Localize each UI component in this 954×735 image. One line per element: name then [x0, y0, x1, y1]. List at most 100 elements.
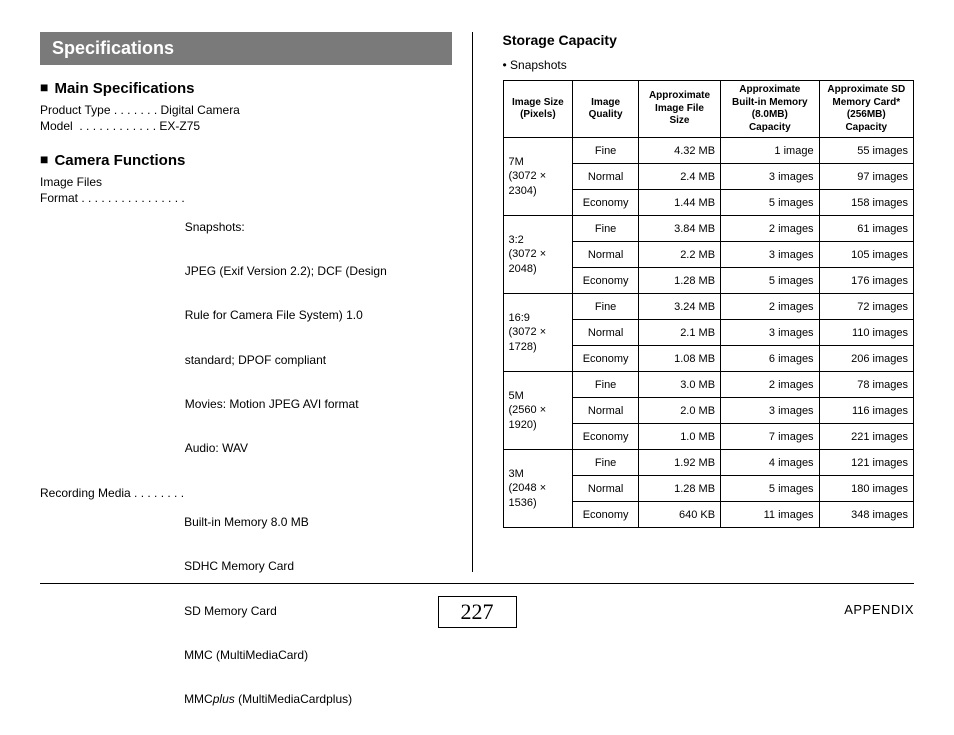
th-builtin-capacity: Approximate Built-in Memory (8.0MB) Capa… [721, 81, 820, 138]
main-spec-heading: Main Specifications [54, 80, 194, 97]
cell-file-size: 2.1 MB [638, 320, 720, 346]
camera-functions-heading: Camera Functions [54, 152, 185, 169]
section-camera-functions: ■ Camera Functions [40, 151, 452, 169]
cell-image-size: 7M (3072 × 2304) [503, 138, 573, 216]
cell-sd: 176 images [819, 268, 913, 294]
cell-file-size: 1.28 MB [638, 268, 720, 294]
format-label: Format . . . . . . . . . . . . . . . . [40, 191, 185, 484]
th-sd-capacity: Approximate SD Memory Card* (256MB) Capa… [819, 81, 913, 138]
cell-quality: Economy [573, 502, 639, 528]
cell-builtin: 3 images [721, 242, 820, 268]
image-files-label: Image Files [40, 175, 452, 189]
mmcplus-a: MMC [184, 692, 213, 706]
square-bullet-icon: ■ [40, 151, 48, 167]
cell-builtin: 5 images [721, 190, 820, 216]
cell-builtin: 11 images [721, 502, 820, 528]
cell-builtin: 5 images [721, 476, 820, 502]
cell-sd: 116 images [819, 398, 913, 424]
cell-builtin: 5 images [721, 268, 820, 294]
capacity-table: Image Size (Pixels) Image Quality Approx… [503, 80, 915, 528]
cell-quality: Fine [573, 372, 639, 398]
cell-file-size: 2.4 MB [638, 164, 720, 190]
cell-file-size: 1.28 MB [638, 476, 720, 502]
spec-model: Model . . . . . . . . . . . . EX-Z75 [40, 119, 452, 133]
cell-builtin: 2 images [721, 216, 820, 242]
cell-image-size: 3M (2048 × 1536) [503, 450, 573, 528]
cell-builtin: 2 images [721, 372, 820, 398]
cell-sd: 105 images [819, 242, 913, 268]
format-line: Snapshots: [185, 219, 387, 235]
cell-file-size: 1.0 MB [638, 424, 720, 450]
cell-sd: 78 images [819, 372, 913, 398]
footer-divider [40, 583, 914, 584]
format-line: Movies: Motion JPEG AVI format [185, 396, 387, 412]
spec-product-type: Product Type . . . . . . . Digital Camer… [40, 103, 452, 117]
th-file-size: Approximate Image File Size [638, 81, 720, 138]
cell-quality: Fine [573, 138, 639, 164]
cell-sd: 110 images [819, 320, 913, 346]
right-column: Storage Capacity • Snapshots Image Size … [503, 32, 915, 572]
cell-image-size: 16:9 (3072 × 1728) [503, 294, 573, 372]
cell-quality: Economy [573, 346, 639, 372]
cell-sd: 72 images [819, 294, 913, 320]
cell-file-size: 2.2 MB [638, 242, 720, 268]
cell-builtin: 3 images [721, 320, 820, 346]
table-row: 5M (2560 × 1920)Fine3.0 MB2 images78 ima… [503, 372, 914, 398]
cell-quality: Fine [573, 216, 639, 242]
page-number: 227 [438, 596, 517, 628]
cell-quality: Normal [573, 398, 639, 424]
format-values: Snapshots: JPEG (Exif Version 2.2); DCF … [185, 191, 387, 484]
cell-file-size: 2.0 MB [638, 398, 720, 424]
cell-builtin: 2 images [721, 294, 820, 320]
section-main-specifications: ■Main Specifications [40, 79, 452, 97]
cell-file-size: 3.24 MB [638, 294, 720, 320]
left-column: Specifications ■Main Specifications Prod… [40, 32, 473, 572]
cell-sd: 221 images [819, 424, 913, 450]
table-row: 16:9 (3072 × 1728)Fine3.24 MB2 images72 … [503, 294, 914, 320]
cell-file-size: 1.92 MB [638, 450, 720, 476]
cell-sd: 61 images [819, 216, 913, 242]
cell-builtin: 3 images [721, 164, 820, 190]
page-footer: 227 APPENDIX [40, 583, 914, 628]
format-line: Rule for Camera File System) 1.0 [185, 307, 387, 323]
cell-sd: 180 images [819, 476, 913, 502]
cell-sd: 206 images [819, 346, 913, 372]
cell-quality: Normal [573, 242, 639, 268]
recmedia-line: MMC (MultiMediaCard) [184, 647, 352, 663]
cell-file-size: 3.0 MB [638, 372, 720, 398]
cell-quality: Fine [573, 450, 639, 476]
cell-quality: Normal [573, 476, 639, 502]
mmcplus-b: plus [213, 692, 235, 706]
th-image-size: Image Size (Pixels) [503, 81, 573, 138]
table-header-row: Image Size (Pixels) Image Quality Approx… [503, 81, 914, 138]
cell-quality: Economy [573, 424, 639, 450]
cell-file-size: 1.44 MB [638, 190, 720, 216]
cell-quality: Normal [573, 164, 639, 190]
cell-sd: 55 images [819, 138, 913, 164]
cell-file-size: 640 KB [638, 502, 720, 528]
storage-capacity-heading: Storage Capacity [503, 32, 915, 48]
cell-sd: 348 images [819, 502, 913, 528]
format-line: Audio: WAV [185, 440, 387, 456]
cell-builtin: 1 image [721, 138, 820, 164]
page-title: Specifications [40, 32, 452, 65]
recmedia-line: MMCplus (MultiMediaCardplus) [184, 691, 352, 707]
cell-quality: Normal [573, 320, 639, 346]
table-row: 3:2 (3072 × 2048)Fine3.84 MB2 images61 i… [503, 216, 914, 242]
format-line: JPEG (Exif Version 2.2); DCF (Design [185, 263, 387, 279]
cell-sd: 97 images [819, 164, 913, 190]
table-row: 3M (2048 × 1536)Fine1.92 MB4 images121 i… [503, 450, 914, 476]
cell-builtin: 3 images [721, 398, 820, 424]
cell-image-size: 5M (2560 × 1920) [503, 372, 573, 450]
appendix-label: APPENDIX [844, 602, 914, 617]
format-line: standard; DPOF compliant [185, 352, 387, 368]
table-row: 7M (3072 × 2304)Fine4.32 MB1 image55 ima… [503, 138, 914, 164]
recmedia-line: SDHC Memory Card [184, 558, 352, 574]
recmedia-line: Built-in Memory 8.0 MB [184, 514, 352, 530]
snapshots-bullet: • Snapshots [503, 58, 915, 72]
cell-file-size: 1.08 MB [638, 346, 720, 372]
cell-quality: Fine [573, 294, 639, 320]
cell-builtin: 6 images [721, 346, 820, 372]
cell-sd: 121 images [819, 450, 913, 476]
spec-format: Format . . . . . . . . . . . . . . . . S… [40, 191, 452, 484]
